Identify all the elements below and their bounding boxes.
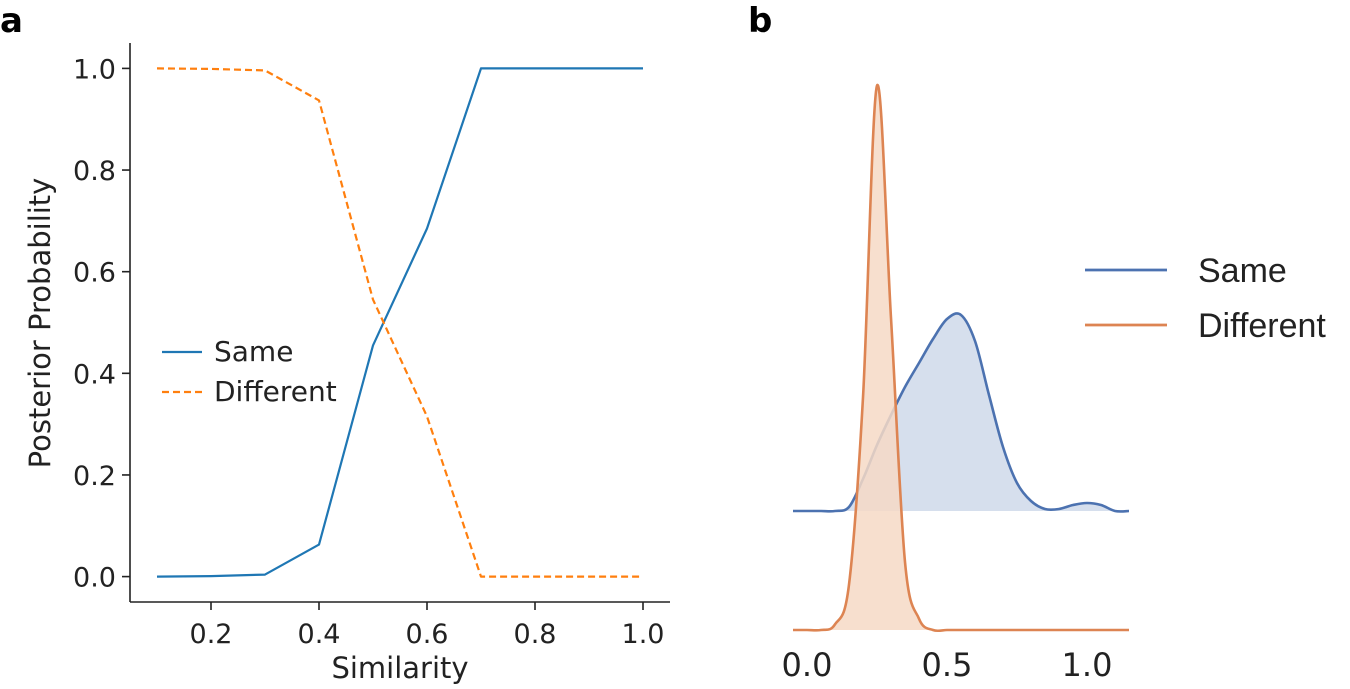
panel-a-x-ticks: 0.2 0.4 0.6 0.8 1.0 <box>190 602 665 650</box>
panel-a-series-group <box>156 67 643 578</box>
ridge-fill-different <box>793 84 1129 631</box>
legend-label-same: Same <box>214 335 293 368</box>
x-tick-label: 0.6 <box>406 619 449 650</box>
y-tick-label: 0.4 <box>73 359 116 390</box>
ridge-fill-same <box>793 313 1129 512</box>
series-line-same <box>156 67 643 578</box>
y-tick-label: 1.0 <box>73 54 116 85</box>
y-tick-label: 0.2 <box>73 461 116 492</box>
legend-label-different: Different <box>214 375 337 408</box>
y-tick-label: 0.8 <box>73 156 116 187</box>
panel-a-y-ticks: 0.0 0.2 0.4 0.6 0.8 1.0 <box>73 54 130 594</box>
panel-a-chart: a 0.0 0.2 0.4 0.6 0.8 1.0 0.2 0.4 0.6 0.8 1.0 Sim… <box>0 1 670 685</box>
panel-a-xlabel: Similarity <box>331 651 468 685</box>
panel-b-chart: b 0.0 0.5 1.0 Same Different <box>748 1 1326 684</box>
x-tick-label: 0.0 <box>782 646 833 684</box>
x-tick-label: 1.0 <box>622 619 665 650</box>
ridge-line-different <box>793 83 1129 633</box>
panel-b-x-ticks: 0.0 0.5 1.0 <box>782 646 1113 684</box>
panel-letter-a: a <box>0 1 23 41</box>
panel-a-ylabel: Posterior Probability <box>23 178 57 469</box>
legend-b-label-same: Same <box>1198 252 1287 290</box>
y-tick-label: 0.6 <box>73 258 116 289</box>
x-tick-label: 1.0 <box>1062 646 1113 684</box>
x-tick-label: 0.5 <box>922 646 973 684</box>
x-tick-label: 0.2 <box>190 619 233 650</box>
y-tick-label: 0.0 <box>73 563 116 594</box>
ridge-line-same <box>793 312 1130 513</box>
legend-b-label-different: Different <box>1198 307 1326 345</box>
panel-letter-b: b <box>748 1 772 41</box>
x-tick-label: 0.4 <box>298 619 341 650</box>
panel-a-legend: Same Different <box>162 335 337 408</box>
panel-b-legend: Same Different <box>1085 252 1326 345</box>
panel-b-ridges-group <box>793 83 1130 633</box>
x-tick-label: 0.8 <box>514 619 557 650</box>
series-line-different <box>156 67 643 578</box>
